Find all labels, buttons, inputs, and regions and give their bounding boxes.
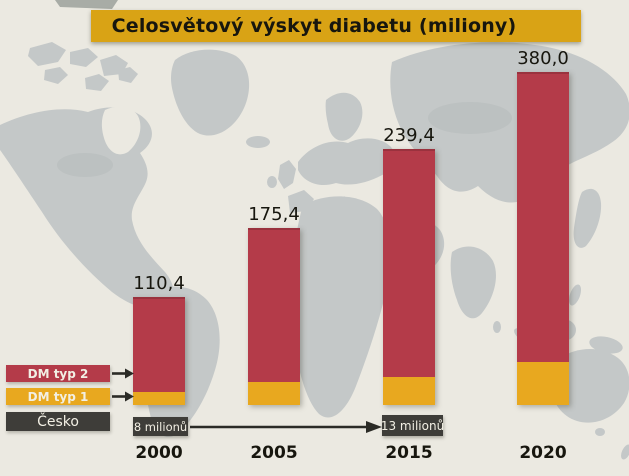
chart-title-bar: Celosvětový výskyt diabetu (miliony) [91,10,581,42]
legend-item-dm-typ-2: DM typ 2 [6,365,110,382]
dm-typ-1-segment-2005 [248,382,300,405]
dm-typ-2-segment-2020 [517,72,569,362]
year-label-2020: 2020 [519,443,567,463]
legend-arrow-dm-typ-2-icon [112,368,134,379]
map-shading [57,102,512,177]
year-label-2005: 2005 [250,443,298,463]
dm-typ-2-segment-2015 [383,149,435,377]
legend: DM typ 2 DM typ 1 Česko [6,365,110,431]
bar-group-2000: 110,4 [133,273,185,405]
bar-2005 [248,228,300,405]
annotation-8-million: 8 milionů [133,417,188,436]
legend-label-dm-typ-1: DM typ 1 [27,389,89,404]
dm-typ-2-segment-2005 [248,228,300,382]
year-label-2000: 2000 [135,443,183,463]
map-hudson-bay [101,106,141,155]
legend-label-dm-typ-2: DM typ 2 [27,366,89,381]
annotation-arrow-icon [190,421,382,433]
dm-typ-1-segment-2020 [517,362,569,405]
value-label-2015: 239,4 [383,125,435,146]
bar-2000 [133,297,185,405]
bar-group-2005: 175,4 [248,204,300,405]
year-label-2015: 2015 [385,443,433,463]
dm-typ-1-segment-2000 [133,392,185,405]
value-label-2000: 110,4 [133,273,185,294]
bar-group-2020: 380,0 [517,48,569,405]
bar-2015 [383,149,435,405]
legend-item-dm-typ-1: DM typ 1 [6,388,110,405]
value-label-2005: 175,4 [248,204,300,225]
chart-title: Celosvětový výskyt diabetu (miliony) [111,15,517,37]
value-label-2020: 380,0 [517,48,569,69]
bar-2020 [517,72,569,405]
bar-group-2015: 239,4 [383,125,435,405]
annotation-13-million: 13 milionů [381,415,444,436]
dm-typ-2-segment-2000 [133,297,185,392]
legend-label-cesko: Česko [37,413,79,430]
legend-item-cesko: Česko [6,412,110,431]
dm-typ-1-segment-2015 [383,377,435,405]
legend-arrow-dm-typ-1-icon [112,391,134,402]
